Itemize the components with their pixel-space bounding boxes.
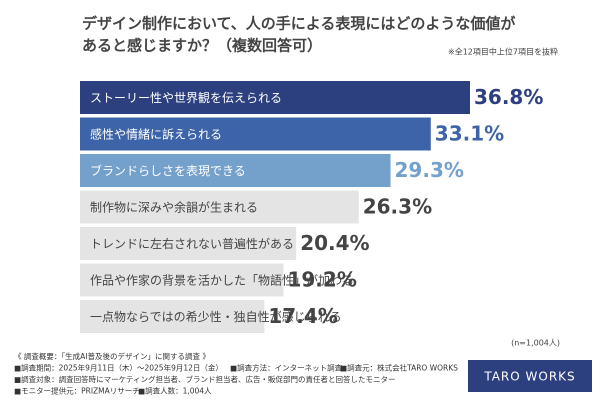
bar xyxy=(80,154,391,187)
footer-text: ■調査期間：2025年9月11日（木）～2025年9月12日（金） xyxy=(14,363,223,373)
sample-size: (n=1,004人) xyxy=(511,339,560,348)
footer-text: ■モニター提供元：PRIZMAリサーチ xyxy=(14,386,140,396)
category-label: トレンドに左右されない普遍性がある xyxy=(90,236,294,251)
footer-text: ■調査対象：調査回答時にマーケティング担当者、ブランド担当者、広告・販促部門の責… xyxy=(14,374,395,384)
footer-text: ■調査方法：インターネット調査 xyxy=(230,363,343,373)
bar xyxy=(80,117,431,151)
brand-box xyxy=(468,360,592,392)
value-label: 20.4% xyxy=(300,231,369,255)
footer-text: ■調査元：株式会社TARO WORKS xyxy=(340,363,458,373)
footer-text: ■調査人数：1,004人 xyxy=(138,386,212,396)
value-label: 26.3% xyxy=(363,195,432,219)
category-label: 感性や情緒に訴えられる xyxy=(90,127,222,142)
bar xyxy=(80,190,359,224)
value-label: 17.4% xyxy=(268,304,337,328)
brand: TARO WORKS xyxy=(483,370,575,384)
category-label: ブランドらしさを表現できる xyxy=(90,163,246,178)
category-label: 作品や作家の背景を活かした「物語性」が加わる xyxy=(90,273,354,288)
bar xyxy=(80,263,284,297)
category-label: 一点物ならではの希少性・独自性が感じられる xyxy=(90,309,342,324)
bar xyxy=(80,300,265,333)
value-label: 33.1% xyxy=(435,122,504,146)
category-label: 制作物に深みや余韻が生まれる xyxy=(90,200,258,215)
value-label: 36.8% xyxy=(474,85,543,109)
category-label: ストーリー性や世界観を伝えられる xyxy=(90,91,282,105)
value-label: 29.3% xyxy=(395,158,464,182)
chart-title: あると感じますか？（複数回答可） xyxy=(82,37,322,55)
bar xyxy=(80,81,470,114)
bar xyxy=(80,227,297,260)
chart-title: デザイン制作において、人の手による表現にはどのような価値が xyxy=(82,15,516,33)
footer-text: 《 調査概要：「生成AI普及後のデザイン」に関する調査 》 xyxy=(14,351,210,361)
note: ※全12項目中上位7項目を抜粋 xyxy=(448,47,558,57)
value-label: 19.2% xyxy=(287,268,356,292)
